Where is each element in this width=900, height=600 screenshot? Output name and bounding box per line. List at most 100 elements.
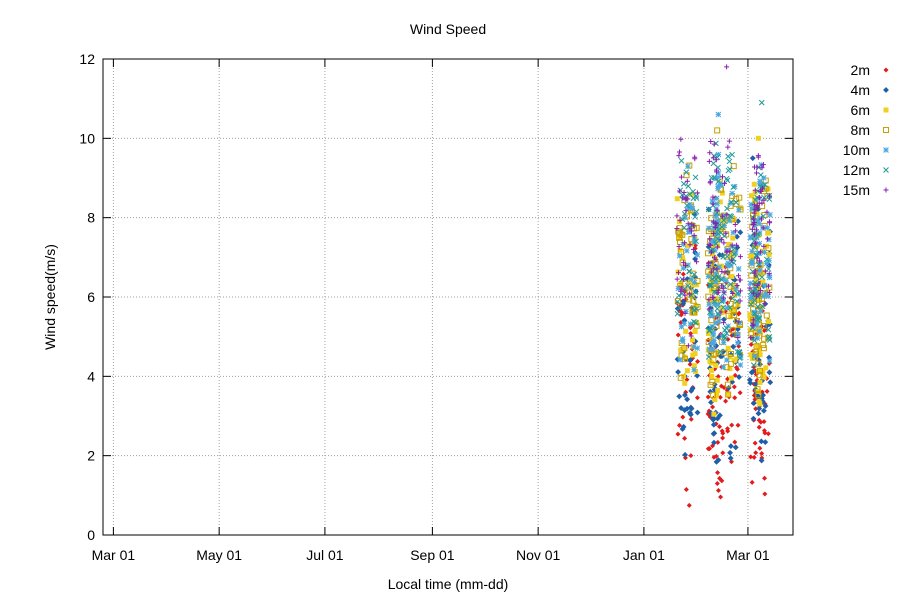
data-point (737, 298, 743, 304)
data-point (675, 431, 681, 437)
data-point (753, 406, 759, 412)
data-point (712, 255, 718, 261)
data-point (753, 293, 759, 299)
data-point (676, 153, 682, 159)
data-point (765, 326, 772, 333)
data-point (714, 392, 720, 398)
data-point (766, 271, 772, 277)
data-point (678, 405, 685, 411)
data-point (715, 244, 721, 250)
data-point (710, 194, 716, 200)
data-point (717, 181, 723, 188)
data-point (761, 419, 767, 425)
data-point (737, 288, 743, 294)
y-tick-label: 4 (87, 368, 95, 384)
data-point (688, 453, 694, 459)
data-point (750, 222, 756, 228)
data-point (730, 290, 736, 296)
data-point (688, 333, 694, 339)
data-point (766, 257, 772, 264)
data-point (680, 255, 686, 261)
data-point (750, 362, 757, 368)
data-point (754, 335, 761, 341)
data-point (727, 262, 734, 269)
data-point (692, 156, 698, 162)
data-point (762, 491, 768, 497)
data-point (715, 174, 721, 181)
data-point (714, 154, 721, 161)
data-point (709, 312, 716, 319)
data-point (736, 349, 743, 356)
data-point (766, 369, 773, 376)
data-point (728, 255, 734, 261)
data-point (683, 308, 689, 315)
legend-label: 15m (843, 182, 870, 198)
data-point (679, 286, 685, 292)
data-point (726, 138, 732, 144)
data-point (761, 225, 767, 231)
data-point (727, 360, 734, 367)
data-point (763, 256, 770, 263)
data-point (754, 342, 760, 348)
data-point (764, 388, 770, 394)
data-point (677, 231, 684, 238)
y-axis-label: Wind speed(m/s) (42, 244, 58, 350)
data-point (690, 344, 697, 350)
data-point (711, 411, 717, 417)
y-tick-label: 12 (79, 51, 95, 67)
data-point (734, 340, 741, 346)
data-point (765, 245, 772, 252)
data-point (750, 216, 756, 222)
x-tick-label: Mar 01 (92, 547, 136, 563)
data-point (710, 340, 717, 347)
data-point (719, 305, 725, 311)
data-point (752, 348, 759, 355)
data-point (727, 354, 733, 360)
data-point (750, 400, 757, 407)
data-point (757, 352, 763, 358)
data-point (725, 428, 731, 434)
data-point (674, 196, 680, 202)
data-point (756, 405, 763, 412)
legend-item-8m: 8m (851, 122, 889, 138)
data-point (695, 359, 701, 365)
data-point (713, 270, 719, 277)
data-point (749, 155, 756, 162)
data-point (715, 217, 722, 224)
data-point (725, 167, 732, 174)
data-point (731, 250, 737, 257)
data-point (707, 381, 714, 388)
data-point (714, 127, 721, 134)
data-point (720, 275, 726, 282)
data-point (718, 182, 725, 188)
data-point (751, 202, 757, 208)
data-point (682, 214, 688, 221)
legend-marker (883, 107, 889, 113)
data-point (759, 248, 765, 254)
data-point (705, 354, 712, 360)
data-point (711, 298, 718, 305)
data-point (709, 275, 716, 282)
data-point (687, 411, 694, 418)
data-point (753, 268, 759, 274)
data-point (681, 260, 687, 266)
data-point (682, 451, 689, 458)
data-point (722, 335, 728, 342)
data-point (717, 230, 724, 236)
data-point (756, 240, 763, 247)
data-point (732, 439, 738, 445)
data-point (757, 172, 764, 178)
data-point (724, 249, 730, 255)
data-point (766, 230, 772, 236)
data-point (720, 364, 727, 370)
data-point (721, 327, 728, 333)
data-point (720, 450, 726, 456)
data-point (674, 213, 680, 219)
data-point (766, 319, 772, 325)
data-point (706, 306, 712, 312)
data-point (715, 185, 721, 192)
data-point (724, 253, 730, 260)
data-point (754, 188, 761, 195)
data-point (757, 367, 764, 374)
y-tick-label: 6 (87, 289, 95, 305)
